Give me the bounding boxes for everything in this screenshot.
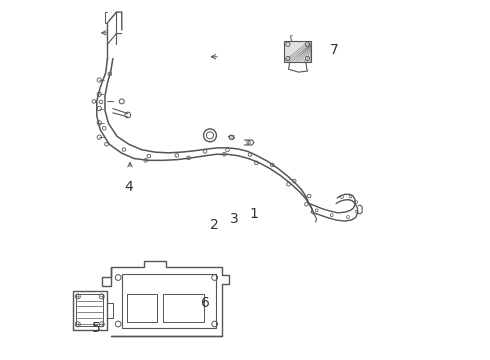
Text: 1: 1 bbox=[249, 207, 258, 221]
Polygon shape bbox=[284, 41, 311, 62]
Text: 6: 6 bbox=[201, 296, 210, 310]
Text: 2: 2 bbox=[210, 218, 219, 231]
Text: 7: 7 bbox=[330, 42, 339, 57]
Text: 3: 3 bbox=[230, 212, 239, 226]
Text: 5: 5 bbox=[93, 321, 101, 335]
Text: 4: 4 bbox=[124, 180, 133, 194]
Circle shape bbox=[229, 135, 234, 140]
